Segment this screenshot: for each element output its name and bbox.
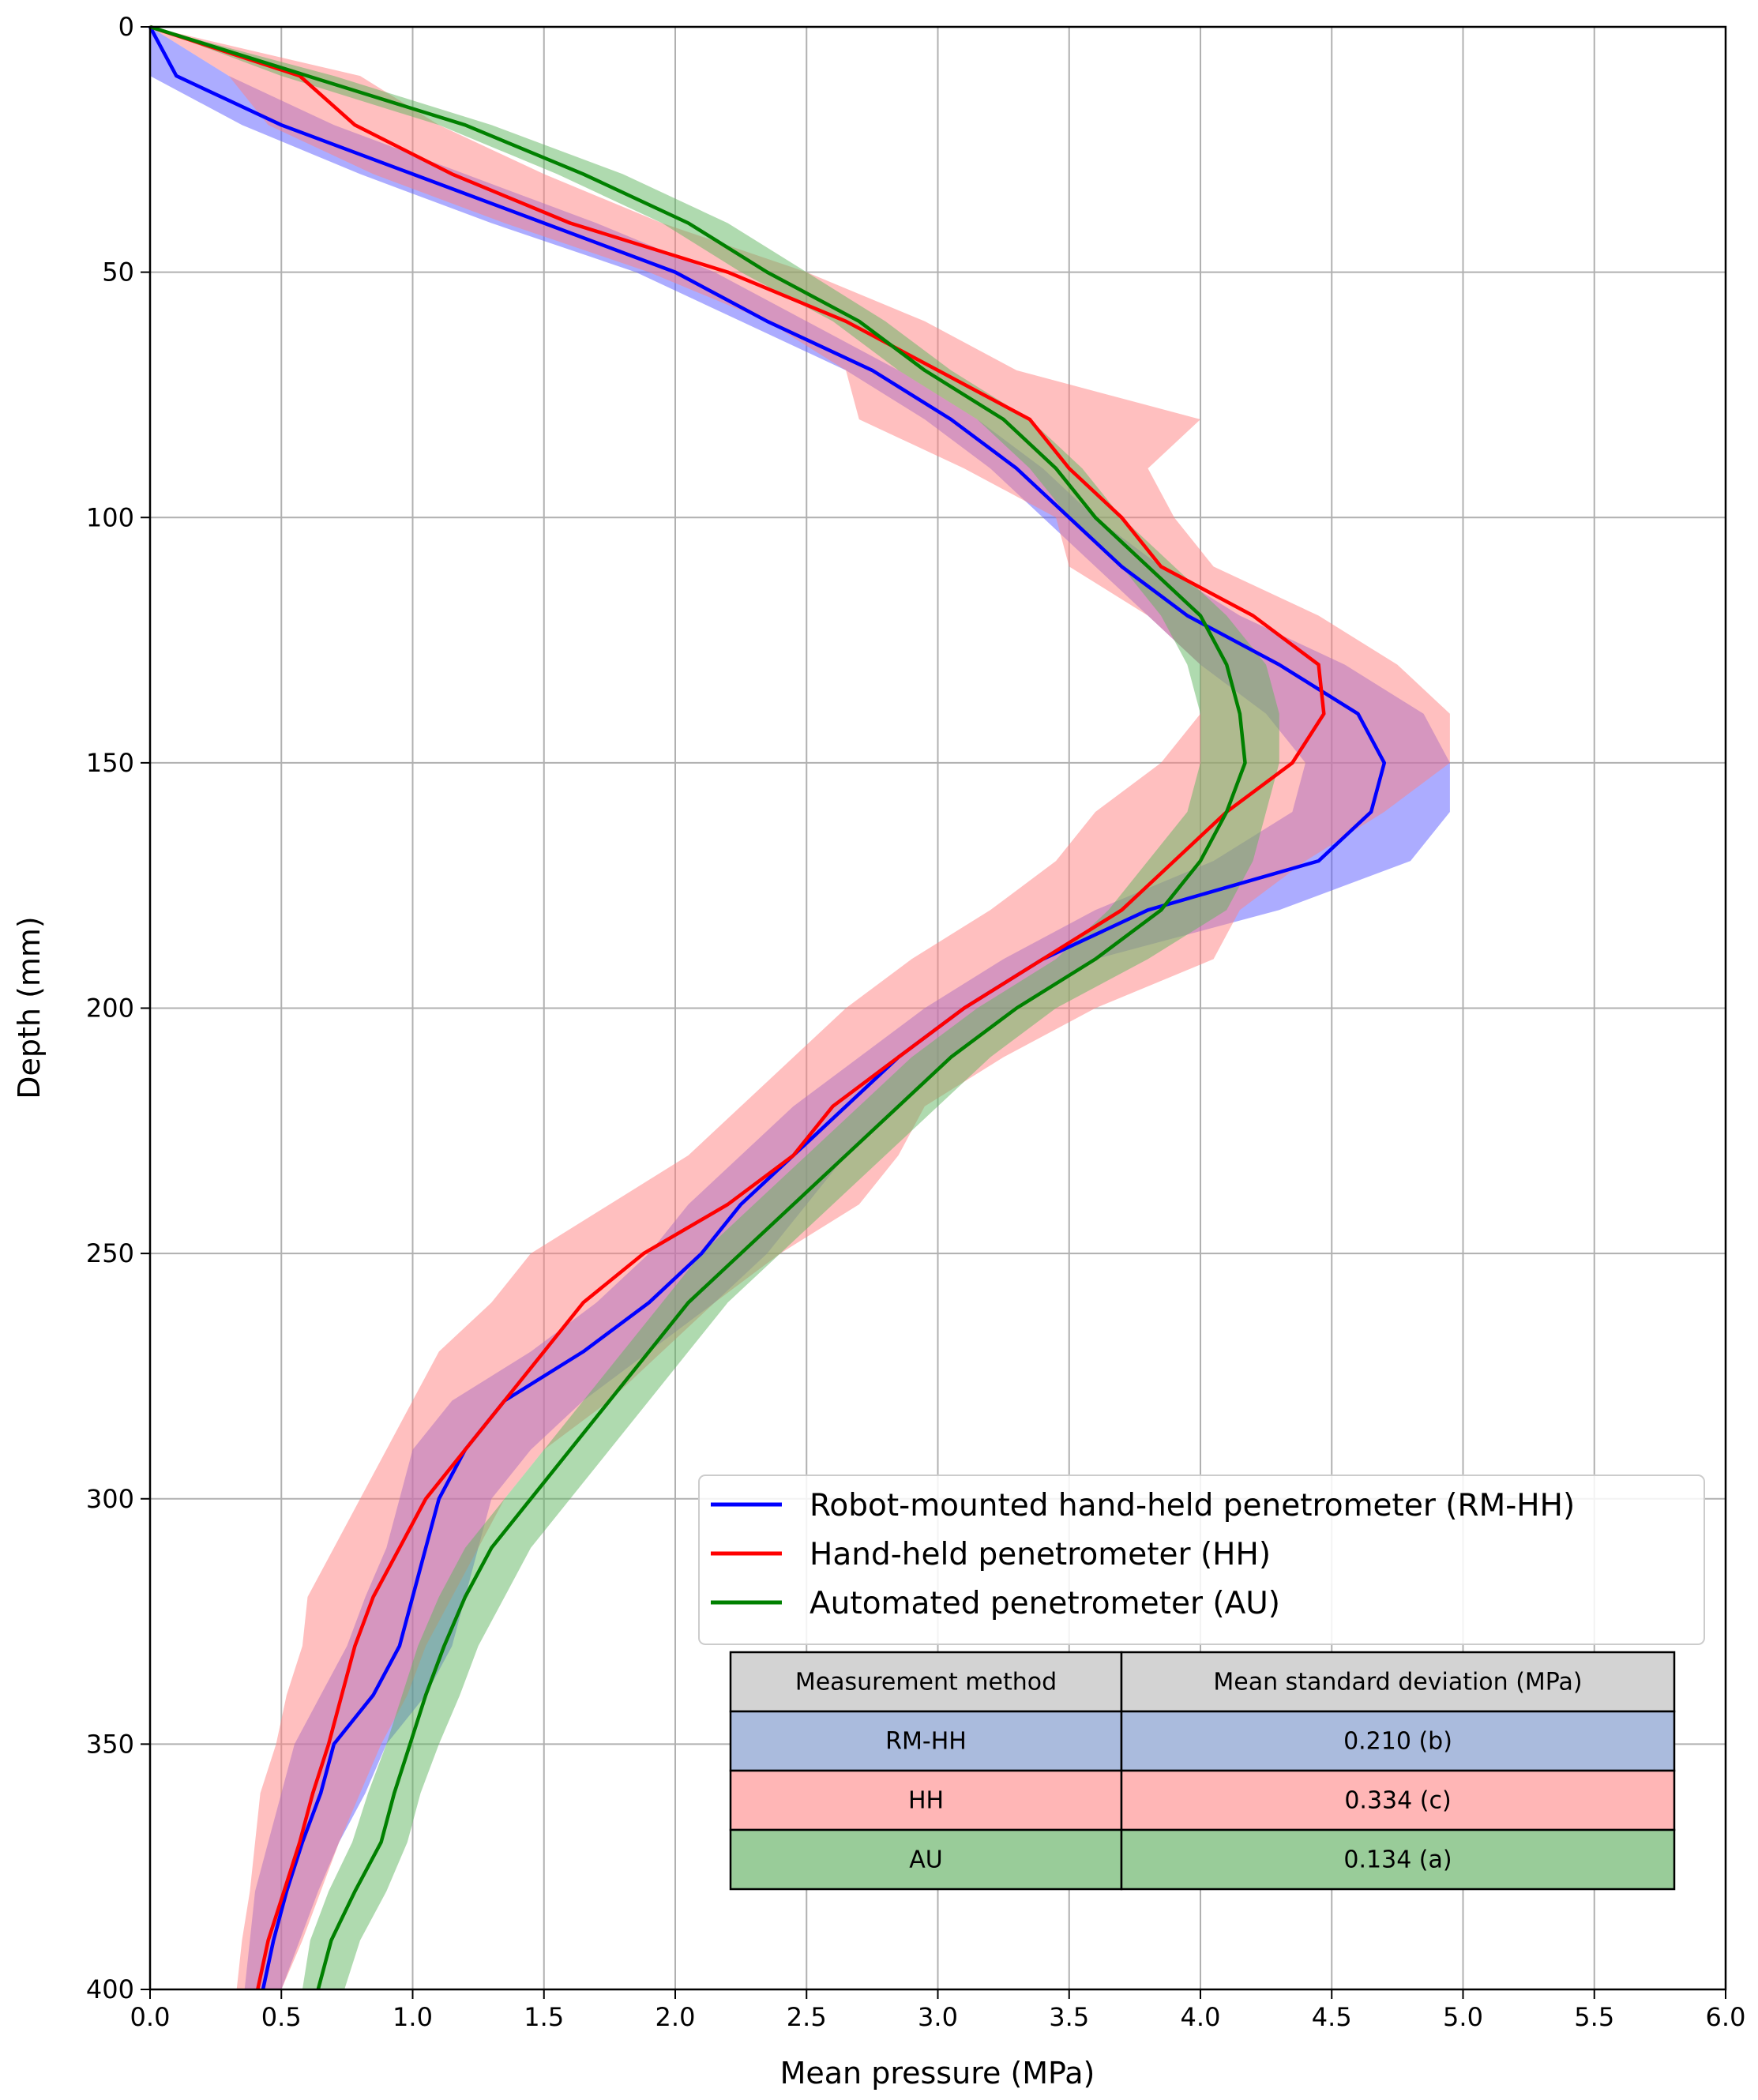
series-lines — [148, 24, 1387, 1990]
x-tick-label: 3.5 — [1049, 2002, 1089, 2032]
y-axis: 0 50 100 150 200 250 300 350 400 — [86, 12, 150, 2004]
table-cell-text: 0.134 (a) — [1343, 1846, 1452, 1874]
y-tick-label: 200 — [86, 994, 134, 1024]
legend-label-1: Hand-held penetrometer (HH) — [810, 1537, 1271, 1572]
x-tick-label: 1.0 — [393, 2002, 433, 2032]
x-tick-label: 3.0 — [918, 2002, 958, 2032]
y-tick-label: 250 — [86, 1238, 134, 1268]
x-tick-label: 4.0 — [1181, 2002, 1221, 2032]
std-bands — [150, 27, 1450, 1989]
x-tick-label: 5.0 — [1443, 2002, 1483, 2032]
y-tick-label: 0 — [118, 12, 134, 42]
x-tick-label: 5.5 — [1574, 2002, 1614, 2032]
y-tick-label: 300 — [86, 1484, 134, 1514]
legend-label-0: Robot-mounted hand-held penetrometer (RM… — [810, 1488, 1575, 1523]
table-cell — [1120, 1828, 1676, 1891]
table-header-text: Mean standard deviation (MPa) — [1213, 1669, 1582, 1696]
x-axis: 0.0 0.5 1.0 1.5 2.0 2.5 3.0 3.5 4.0 4.5 5.0 5.5 6.0 — [130, 1989, 1746, 2032]
y-axis-label: Depth (mm) — [12, 916, 47, 1099]
table-header-text: Measurement method — [795, 1669, 1057, 1696]
legend-box — [698, 1475, 1705, 1645]
y-tick-label: 350 — [86, 1729, 134, 1759]
series-line-2 — [149, 24, 1247, 1990]
std-band-1 — [150, 27, 1450, 1989]
table-cell — [1120, 1769, 1676, 1831]
table-cell-text: RM-HH — [885, 1728, 967, 1756]
y-tick-label: 100 — [86, 502, 134, 532]
x-tick-label: 0.5 — [261, 2002, 302, 2032]
table-cell — [729, 1769, 1123, 1831]
x-tick-label: 4.5 — [1312, 2002, 1352, 2032]
table-cell-text: AU — [909, 1846, 942, 1874]
x-tick-label: 0.0 — [130, 2002, 171, 2032]
x-tick-label: 2.5 — [787, 2002, 827, 2032]
y-tick-label: 400 — [86, 1974, 134, 2004]
table-cell — [1120, 1651, 1676, 1713]
table-cell — [729, 1710, 1123, 1772]
table-cell-text: HH — [908, 1787, 944, 1815]
table-cell — [729, 1828, 1123, 1891]
series-line-1 — [149, 24, 1326, 1990]
stats-table: Measurement method Mean standard deviatio… — [729, 1651, 1676, 1891]
x-tick-label: 2.0 — [655, 2002, 696, 2032]
table-cell-text: 0.334 (c) — [1344, 1787, 1451, 1815]
table-cell-text: 0.210 (b) — [1343, 1728, 1452, 1756]
x-axis-label: Mean pressure (MPa) — [780, 2056, 1095, 2091]
std-band-2 — [150, 27, 1279, 1989]
x-tick-label: 1.5 — [524, 2002, 564, 2032]
x-tick-label: 6.0 — [1706, 2002, 1746, 2032]
y-tick-label: 150 — [86, 748, 134, 778]
y-tick-label: 50 — [102, 257, 134, 287]
legend-label-2: Automated penetrometer (AU) — [810, 1586, 1280, 1621]
legend: Robot-mounted hand-held penetrometer (RM… — [698, 1475, 1705, 1645]
